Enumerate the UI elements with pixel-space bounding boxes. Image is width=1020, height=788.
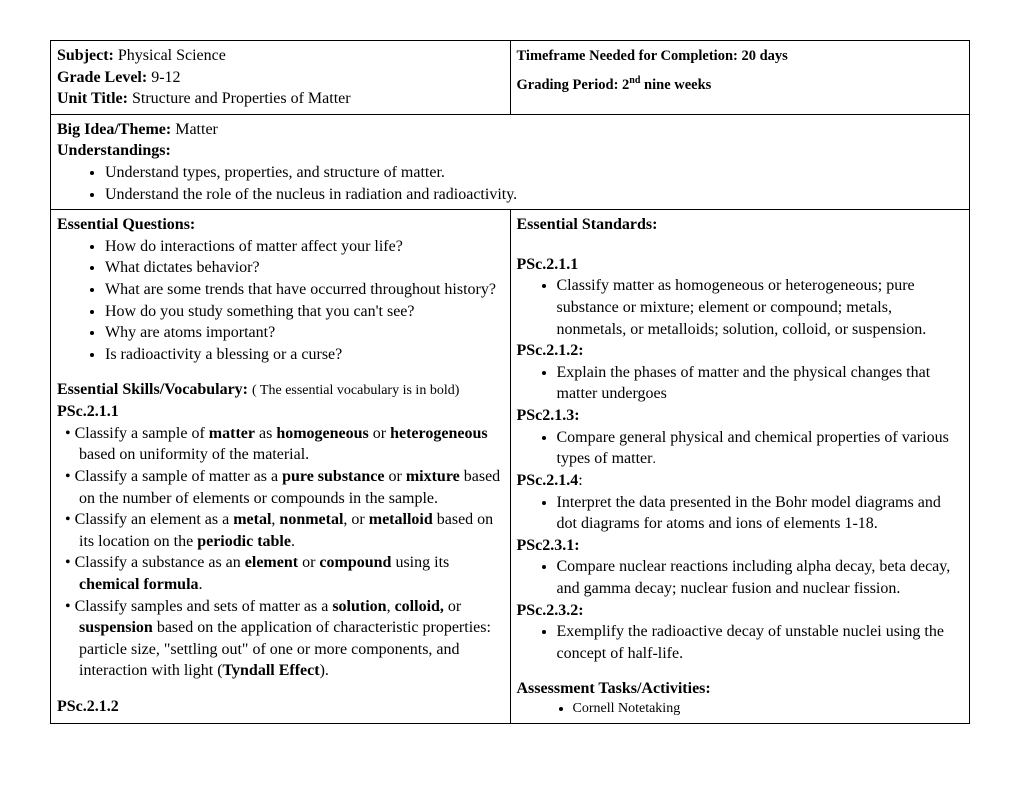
grade-value: 9-12 [147,69,180,86]
es-item: Exemplify the radioactive decay of unsta… [557,621,964,664]
eq-item: How do interactions of matter affect you… [105,236,504,258]
unit-value: Structure and Properties of Matter [128,90,351,107]
bigidea-label: Big Idea/Theme: [57,121,171,138]
skills-heading-note: ( The essential vocabulary is in bold) [252,383,459,398]
timeframe-label: Timeframe Needed for Completion: 20 days [517,48,788,64]
eq-item: How do you study something that you can'… [105,301,504,323]
eq-list: How do interactions of matter affect you… [57,236,504,366]
es-list: Explain the phases of matter and the phy… [517,362,964,405]
es-list: Exemplify the radioactive decay of unsta… [517,621,964,664]
es-item: Interpret the data presented in the Bohr… [557,492,964,535]
psc211-code: PSc.2.1.1 [57,403,119,420]
grade-label: Grade Level: [57,69,147,86]
skill-item: • Classify a sample of matter as homogen… [57,423,504,466]
es-psc213: PSc2.1.3: [517,407,580,424]
es-psc232: PSc.2.3.2: [517,602,584,619]
eq-heading: Essential Questions: [57,216,195,233]
assessment-item: Cornell Notetaking [573,700,964,719]
skill-item: • Classify a substance as an element or … [57,552,504,595]
es-psc212: PSc.2.1.2: [517,342,584,359]
es-heading: Essential Standards: [517,216,658,233]
assessment-heading: Assessment Tasks/Activities: [517,680,711,697]
grading-label-post: nine weeks [640,77,711,93]
header-right-cell: Timeframe Needed for Completion: 20 days… [510,41,970,115]
subject-value: Physical Science [114,47,226,64]
understanding-item: Understand the role of the nucleus in ra… [105,184,963,206]
eq-item: Is radioactivity a blessing or a curse? [105,344,504,366]
bigidea-cell: Big Idea/Theme: Matter Understandings: U… [51,114,970,209]
subject-label: Subject: [57,47,114,64]
essential-questions-cell: Essential Questions: How do interactions… [51,210,511,724]
curriculum-table: Subject: Physical Science Grade Level: 9… [50,40,970,724]
es-psc211: PSc.2.1.1 [517,256,579,273]
skills-heading: Essential Skills/Vocabulary: [57,381,252,398]
skill-item: • Classify an element as a metal, nonmet… [57,509,504,552]
essential-standards-cell: Essential Standards: PSc.2.1.1 Classify … [510,210,970,724]
bigidea-value: Matter [171,121,218,138]
psc212-code: PSc.2.1.2 [57,698,119,715]
understandings-list: Understand types, properties, and struct… [57,162,963,205]
assessment-list: Cornell Notetaking [517,700,964,719]
es-list: Classify matter as homogeneous or hetero… [517,275,964,340]
eq-item: Why are atoms important? [105,322,504,344]
eq-item: What dictates behavior? [105,257,504,279]
eq-item: What are some trends that have occurred … [105,279,504,301]
understandings-label: Understandings: [57,142,171,159]
es-list: Compare nuclear reactions including alph… [517,556,964,599]
understanding-item: Understand types, properties, and struct… [105,162,963,184]
es-list: Interpret the data presented in the Bohr… [517,492,964,535]
es-psc231: PSc2.3.1: [517,537,580,554]
es-psc214: PSc.2.1.4 [517,472,579,489]
es-item: Explain the phases of matter and the phy… [557,362,964,405]
unit-label: Unit Title: [57,90,128,107]
es-item: Compare nuclear reactions including alph… [557,556,964,599]
grading-label-sup: nd [629,75,640,86]
header-left-cell: Subject: Physical Science Grade Level: 9… [51,41,511,115]
es-item: Classify matter as homogeneous or hetero… [557,275,964,340]
grading-label-pre: Grading Period: 2 [517,77,630,93]
skill-item: • Classify a sample of matter as a pure … [57,466,504,509]
es-item: Compare general physical and chemical pr… [557,427,964,470]
skill-item: • Classify samples and sets of matter as… [57,596,504,682]
es-list: Compare general physical and chemical pr… [517,427,964,470]
